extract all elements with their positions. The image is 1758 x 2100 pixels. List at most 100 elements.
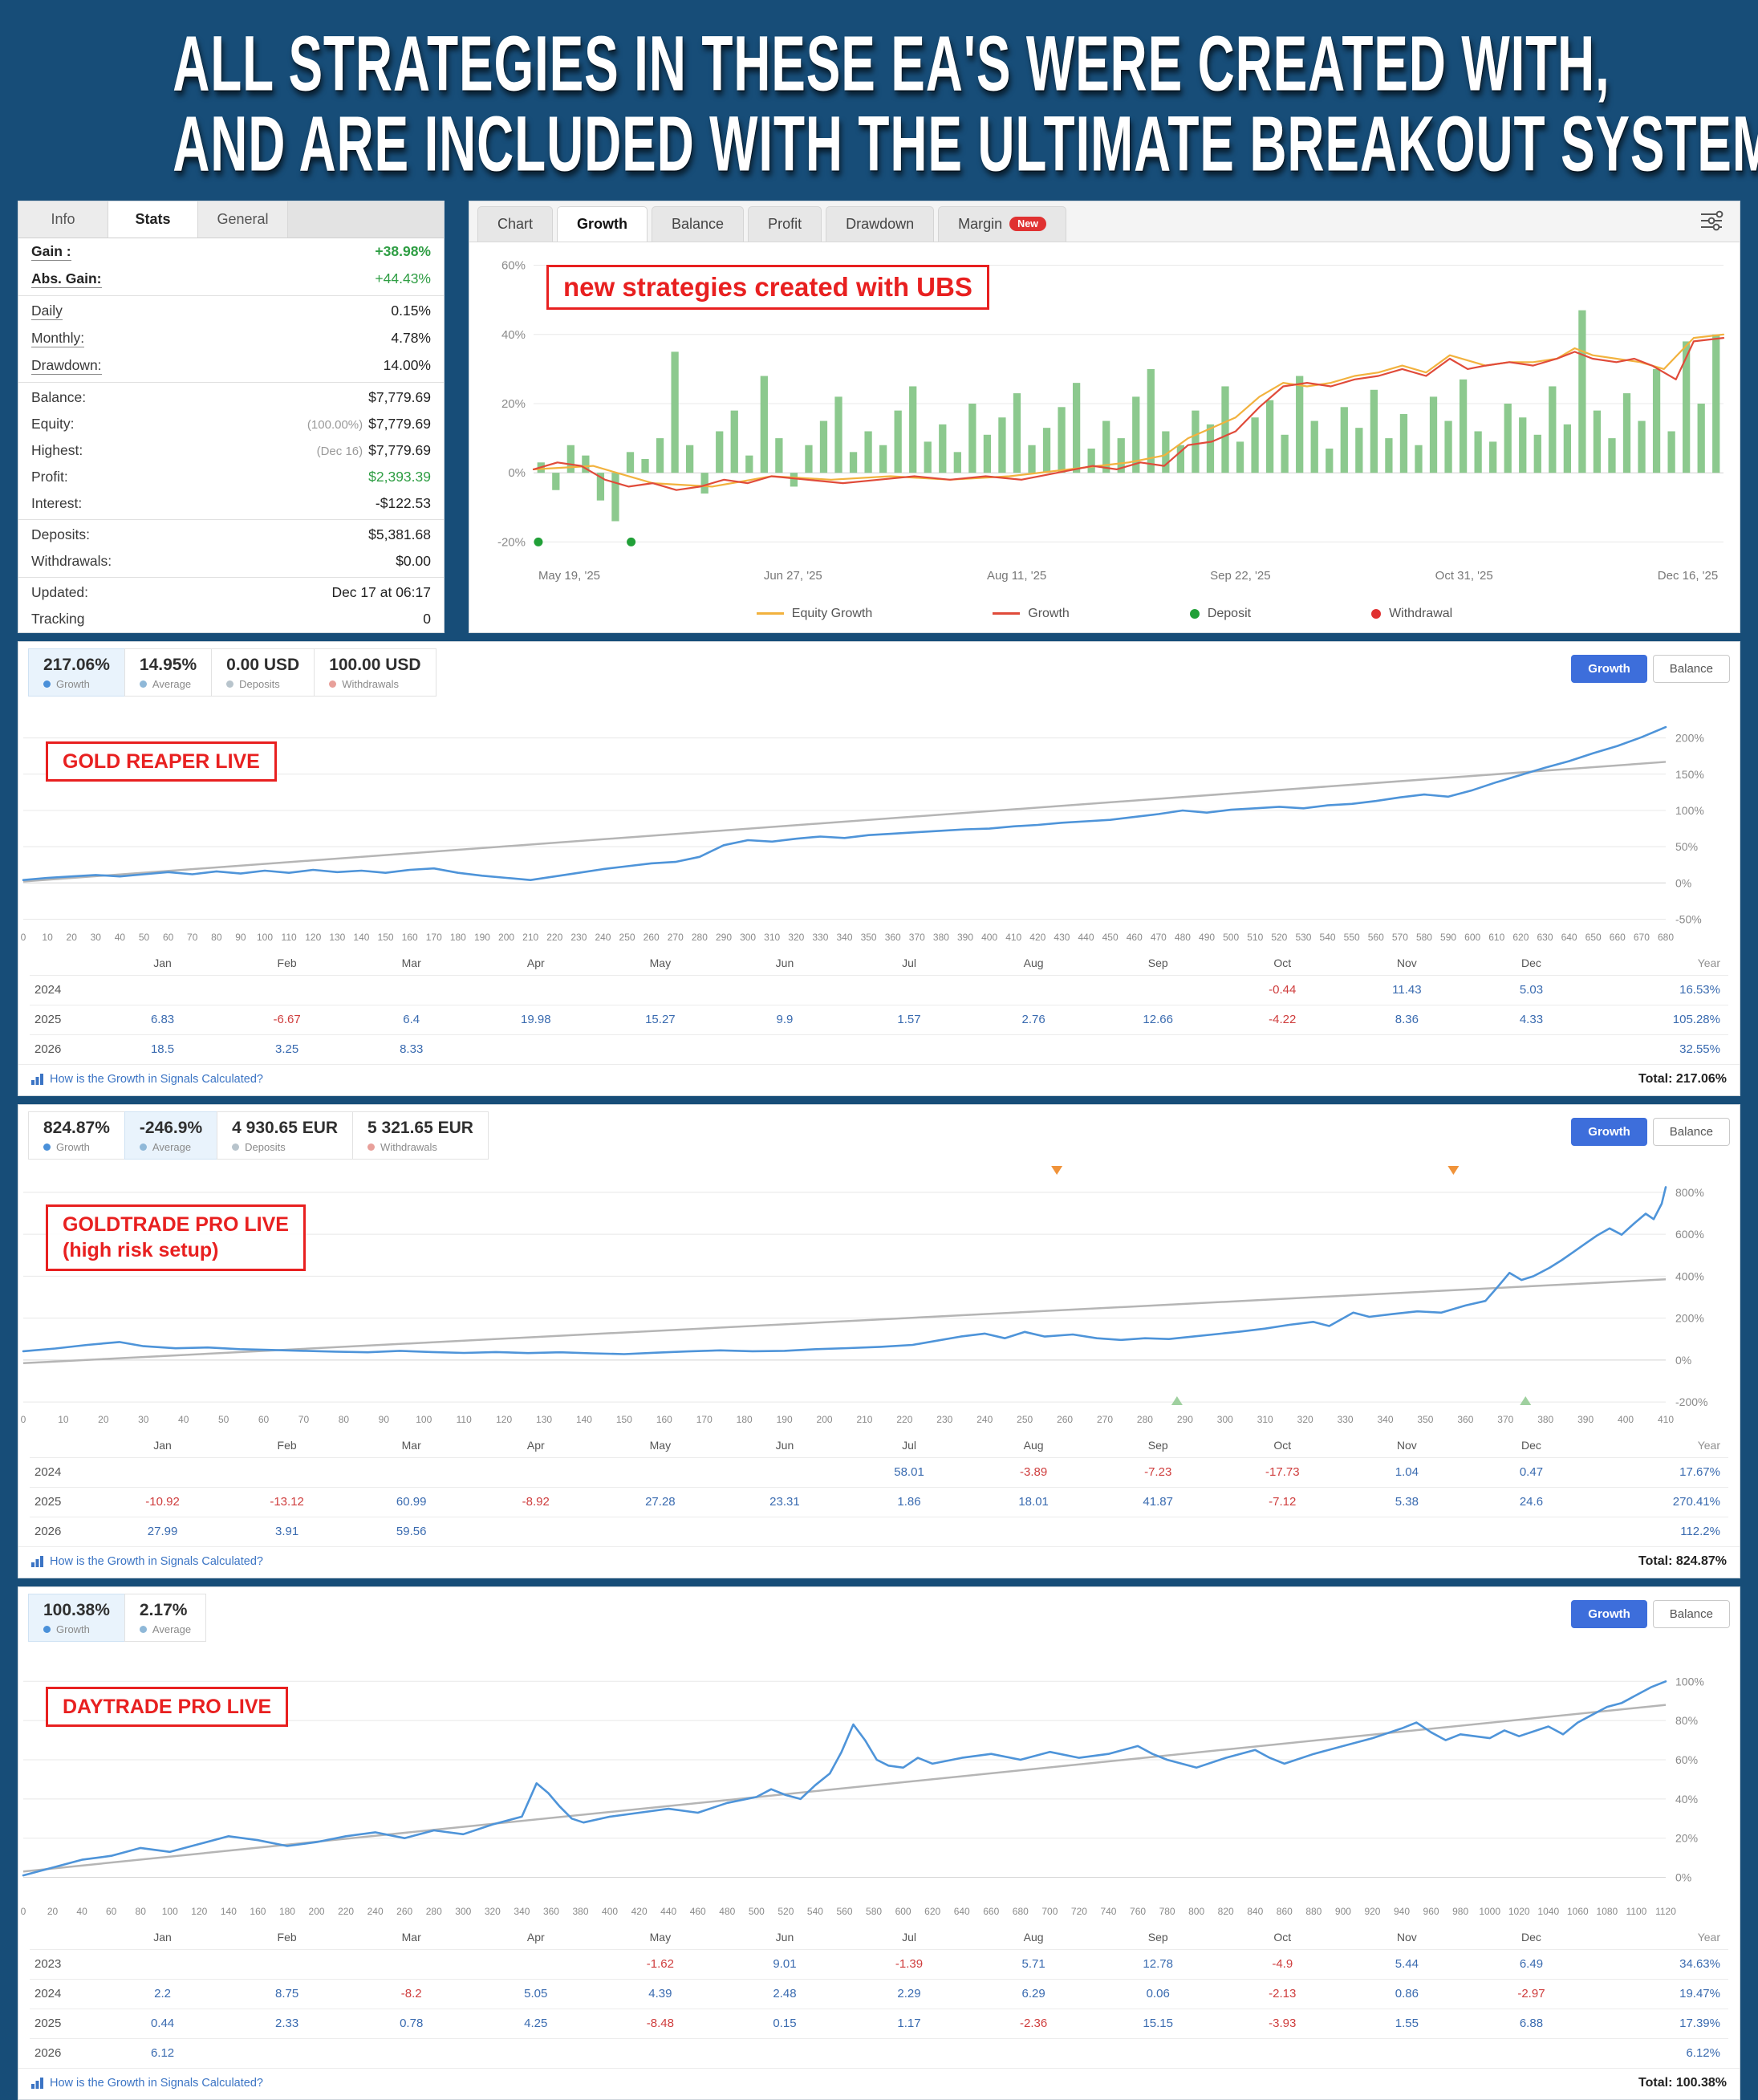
month-value: 15.27 <box>645 1013 676 1027</box>
stat-box-withdrawals[interactable]: 5 321.65 EUR Withdrawals <box>352 1111 489 1160</box>
legend-equity-growth[interactable]: Equity Growth <box>756 607 872 621</box>
stat-label[interactable]: Drawdown: <box>31 356 102 375</box>
stat-box-deposits[interactable]: 4 930.65 EUR Deposits <box>217 1111 354 1160</box>
stat-row-monthly: Monthly: 4.78% <box>18 325 444 352</box>
stat-box-label: Withdrawals <box>367 1141 473 1153</box>
withdrawals-dot-icon <box>329 680 337 688</box>
stat-box-growth[interactable]: 100.38% Growth <box>28 1593 125 1642</box>
stat-box-value: 14.95% <box>139 655 197 674</box>
stat-value: $7,779.69 <box>368 441 431 458</box>
widget-footer: How is the Growth in Signals Calculated?… <box>18 1546 1740 1578</box>
tab-general[interactable]: General <box>198 201 288 238</box>
month-value: 1.86 <box>897 1495 921 1509</box>
growth-info-link[interactable]: How is the Growth in Signals Calculated? <box>31 1555 263 1568</box>
month-header: Jul <box>902 1438 916 1452</box>
month-value: 4.39 <box>648 1987 672 2001</box>
table-row: 2024 -0.44 11.43 5.03 16.53% <box>30 974 1728 1005</box>
month-value: 5.05 <box>524 1987 548 2001</box>
stat-box-average[interactable]: -246.9% Average <box>124 1111 218 1160</box>
balance-button[interactable]: Balance <box>1652 654 1730 683</box>
balance-button[interactable]: Balance <box>1652 1117 1730 1146</box>
year-total: 17.67% <box>1679 1465 1720 1480</box>
growth-button[interactable]: Growth <box>1571 1117 1647 1146</box>
widget-footer: How is the Growth in Signals Calculated?… <box>18 1063 1740 1095</box>
withdrawals-dot-icon <box>367 1143 376 1151</box>
stat-value: 4.78% <box>391 330 431 347</box>
stat-label[interactable]: Gain : <box>31 242 71 261</box>
chart-tab-drawdown[interactable]: Drawdown <box>826 205 935 242</box>
svg-text:160: 160 <box>250 1906 266 1917</box>
tab-stats[interactable]: Stats <box>108 201 198 238</box>
stat-value-wrap: 0.15% <box>391 303 431 319</box>
stat-box-average[interactable]: 2.17% Average <box>124 1593 207 1642</box>
svg-text:640: 640 <box>1561 932 1577 943</box>
year-label: 2025 <box>35 2017 62 2031</box>
month-value: -3.89 <box>1020 1465 1048 1480</box>
svg-text:370: 370 <box>1497 1414 1513 1425</box>
month-value: 9.01 <box>773 1957 797 1972</box>
stat-box-growth[interactable]: 824.87% Growth <box>28 1111 125 1160</box>
signal-chart-area: DAYTRADE PRO LIVE 0% 20% 40% 60% 80% 100% 0 20 40… <box>18 1645 1740 1925</box>
month-value: -2.97 <box>1517 1987 1545 2001</box>
month-value: 0.15 <box>773 2017 797 2031</box>
stat-label[interactable]: Abs. Gain: <box>31 270 102 288</box>
growth-button[interactable]: Growth <box>1571 654 1647 683</box>
stat-box-label-text: Deposits <box>239 677 280 690</box>
month-value: -7.12 <box>1269 1495 1297 1509</box>
year-total: 19.47% <box>1679 1987 1720 2001</box>
month-header: Dec <box>1520 1438 1541 1452</box>
tab-info[interactable]: Info <box>18 201 108 238</box>
year-total: 6.12% <box>1686 2046 1720 2061</box>
account-growth-chart: -20% 0% 20% 40% 60% May 19, '25 Jun 27, '25 Aug… <box>497 258 1725 583</box>
svg-text:60: 60 <box>106 1906 117 1917</box>
svg-text:Jun 27, '25: Jun 27, '25 <box>764 569 822 583</box>
svg-text:470: 470 <box>1151 932 1167 943</box>
chart-tab-profit[interactable]: Profit <box>748 205 822 242</box>
chart-tab-balance[interactable]: Balance <box>652 205 745 242</box>
month-header: Mar <box>401 1930 421 1944</box>
growth-info-link[interactable]: How is the Growth in Signals Calculated? <box>31 1073 263 1086</box>
stat-box-growth[interactable]: 217.06% Growth <box>28 648 125 697</box>
svg-text:590: 590 <box>1440 932 1456 943</box>
svg-text:80%: 80% <box>1675 1714 1698 1727</box>
month-value: -13.12 <box>270 1495 304 1509</box>
stat-value-wrap: (Dec 16) $7,779.69 <box>317 442 431 459</box>
stat-value-wrap: $7,779.69 <box>368 389 431 406</box>
table-row: 2024 58.01 -3.89 -7.23 -17.73 1.04 0.47 17.67% <box>30 1456 1728 1487</box>
chart-tab-chart[interactable]: Chart <box>477 205 554 242</box>
table-row: 2025 0.44 2.33 0.78 4.25 -8.48 0.15 1.17 -2.36 15… <box>30 2008 1728 2038</box>
growth-info-link[interactable]: How is the Growth in Signals Calculated? <box>31 2077 263 2090</box>
svg-text:520: 520 <box>777 1906 794 1917</box>
svg-text:80: 80 <box>136 1906 147 1917</box>
month-value: -10.92 <box>145 1495 180 1509</box>
svg-text:300: 300 <box>1217 1414 1233 1425</box>
month-value: -2.36 <box>1020 2017 1048 2031</box>
chart-tab-growth[interactable]: Growth <box>557 205 648 242</box>
month-header: May <box>649 956 672 969</box>
signal-chart-area: GOLD REAPER LIVE -50% 0% 50% 100% 150% 200% 0 10… <box>18 700 1740 951</box>
year-label: 2025 <box>35 1495 62 1509</box>
stat-label[interactable]: Monthly: <box>31 329 85 347</box>
growth-info-link-text: How is the Growth in Signals Calculated? <box>50 1072 263 1086</box>
svg-text:610: 610 <box>1488 932 1504 943</box>
legend-growth[interactable]: Growth <box>993 607 1070 621</box>
chart-tab-margin[interactable]: Margin New <box>938 205 1066 242</box>
chart-settings-icon[interactable] <box>1699 210 1723 235</box>
stat-box-withdrawals[interactable]: 100.00 USD Withdrawals <box>314 648 436 697</box>
month-value: -1.39 <box>895 1957 924 1972</box>
stat-label: Deposits: <box>31 526 90 542</box>
svg-text:900: 900 <box>1335 1906 1351 1917</box>
growth-button[interactable]: Growth <box>1571 1599 1647 1628</box>
stat-label[interactable]: Daily <box>31 302 63 320</box>
svg-text:410: 410 <box>1658 1414 1674 1425</box>
stat-box-deposits[interactable]: 0.00 USD Deposits <box>211 648 315 697</box>
balance-button[interactable]: Balance <box>1652 1599 1730 1628</box>
signal-annotation: GOLDTRADE PRO LIVE (high risk setup) <box>46 1204 306 1271</box>
stat-box-average[interactable]: 14.95% Average <box>124 648 213 697</box>
legend-withdrawal[interactable]: Withdrawal <box>1371 607 1452 621</box>
svg-text:50: 50 <box>218 1414 229 1425</box>
svg-text:Oct 31, '25: Oct 31, '25 <box>1435 569 1493 583</box>
legend-deposit[interactable]: Deposit <box>1189 607 1251 621</box>
svg-text:0%: 0% <box>1675 1871 1691 1883</box>
svg-text:1060: 1060 <box>1567 1906 1589 1917</box>
